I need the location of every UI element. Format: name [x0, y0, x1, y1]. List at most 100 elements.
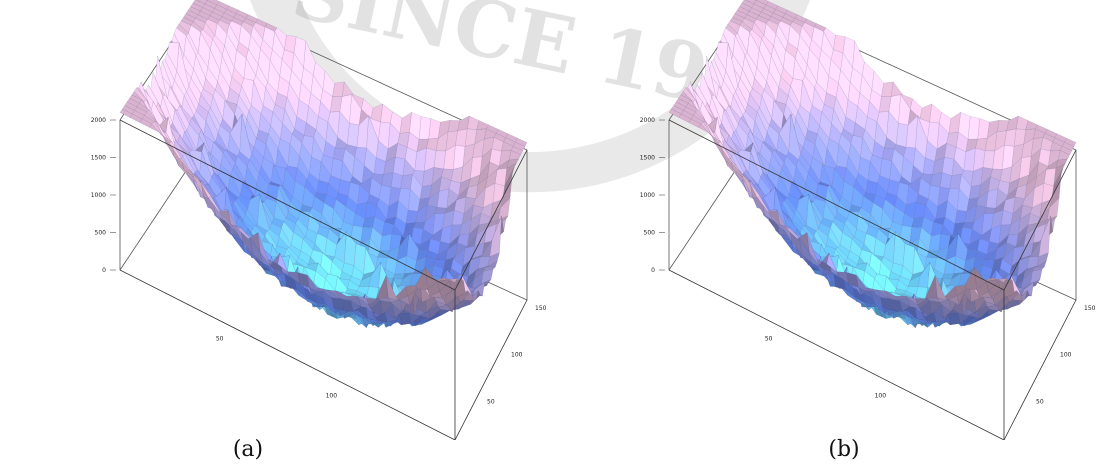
surface-facet — [1026, 256, 1039, 270]
surface-facet — [448, 268, 462, 278]
surface-facet — [826, 75, 839, 98]
surface-facet — [777, 20, 791, 43]
surface-facet — [869, 154, 883, 176]
surface-facet — [985, 188, 999, 209]
surface-facet — [809, 252, 822, 269]
surface-facet — [871, 252, 884, 262]
surface-facet — [354, 313, 367, 328]
box-front-edges — [119, 119, 528, 440]
surface-facet — [946, 295, 960, 306]
surface-facet — [371, 173, 384, 186]
surface-facet — [267, 253, 281, 266]
surface-facet — [192, 0, 206, 8]
surface-facet — [495, 129, 508, 138]
surface-facet — [933, 216, 946, 226]
surface-facet — [263, 143, 276, 167]
surface-facet — [446, 188, 459, 209]
surface-facet — [436, 188, 450, 209]
surface-facet — [728, 105, 741, 125]
surface-facet — [415, 204, 428, 223]
surface-facet — [228, 20, 242, 43]
surface-facet — [196, 103, 209, 122]
surface-facet — [232, 162, 245, 184]
surface-facet — [881, 147, 895, 162]
surface-facet — [299, 142, 312, 174]
surface-facet — [800, 80, 813, 114]
surface-facet — [802, 138, 816, 158]
surface-facet — [251, 80, 264, 114]
surface-facet — [754, 66, 767, 91]
surface-facet — [431, 264, 444, 278]
surface-facet — [1048, 150, 1061, 167]
z-tick-label: 1000 — [91, 192, 106, 199]
surface-facet — [268, 181, 282, 187]
surface-facet — [183, 91, 197, 116]
surface-facet — [257, 232, 271, 266]
surface-facet — [209, 11, 223, 21]
surface-facet — [200, 29, 213, 50]
surface-facet — [949, 174, 962, 190]
surface-facet — [399, 273, 413, 287]
x-tick-label: 50 — [765, 336, 773, 343]
surface-facet — [210, 95, 223, 126]
y-tick-label: 50 — [487, 398, 495, 405]
surface-facet — [978, 291, 991, 298]
surface-facet — [894, 195, 907, 214]
z-tick-label: 0 — [651, 267, 655, 274]
surface-facet — [260, 252, 273, 269]
surface-facet — [895, 123, 909, 148]
surface-facet — [1031, 183, 1045, 208]
surface-facet — [205, 66, 218, 91]
surface-facet — [390, 172, 403, 189]
y-tick-label: 100 — [1060, 352, 1072, 359]
surface-facet — [782, 200, 795, 222]
surface-facet — [898, 310, 912, 318]
x-tick-label: 100 — [875, 392, 887, 399]
z-tick-label: 1000 — [640, 192, 655, 199]
surface-facet — [190, 2, 203, 12]
surface-facet — [1014, 184, 1027, 199]
z-tick-label: 2000 — [91, 117, 106, 124]
surface-facet — [303, 122, 317, 138]
surface-facet — [268, 125, 281, 149]
surface-facet — [671, 105, 684, 115]
surface-facet — [898, 175, 912, 186]
surface-facet — [793, 166, 806, 197]
surface-facet — [938, 233, 951, 251]
surface-facet — [122, 105, 135, 115]
surface-facet — [747, 179, 761, 199]
surface-facet — [765, 1, 779, 10]
surface-facet — [924, 140, 938, 162]
surface-facet — [737, 169, 751, 184]
surface-facet — [345, 195, 358, 214]
surface-facet — [763, 4, 776, 14]
surface-facet — [813, 198, 826, 219]
surface-facet — [281, 221, 294, 246]
surface-facet — [881, 81, 894, 97]
panel-b: 05001000150020005010015050100150 (b) — [549, 0, 1097, 472]
surface-facet — [310, 74, 323, 102]
surface-facet — [284, 273, 297, 290]
surface-facet — [300, 238, 313, 258]
x-tick-label: 100 — [326, 392, 338, 399]
surface-facet — [240, 182, 253, 200]
y-tick-label: 150 — [1084, 305, 1096, 312]
z-tick-label: 500 — [95, 230, 107, 237]
surface-facet — [695, 109, 709, 125]
surface-facet — [322, 252, 335, 262]
surface-facet — [202, 3, 215, 13]
surface-facet — [347, 279, 360, 291]
surface-facet — [823, 92, 837, 110]
axis-ticks: 05001000150020005010015050100150 — [640, 117, 1096, 405]
surface-facet — [207, 0, 220, 6]
surface-facet — [214, 4, 227, 14]
surface-facet — [210, 38, 223, 72]
surface-facet — [688, 118, 702, 128]
surface-facet — [178, 20, 192, 34]
z-tick-label: 0 — [102, 267, 106, 274]
surface-facet — [1004, 128, 1017, 147]
surface-facet — [429, 291, 442, 298]
surface-facet — [715, 42, 729, 72]
surface-facet — [816, 253, 830, 266]
surface-facet — [264, 198, 277, 219]
